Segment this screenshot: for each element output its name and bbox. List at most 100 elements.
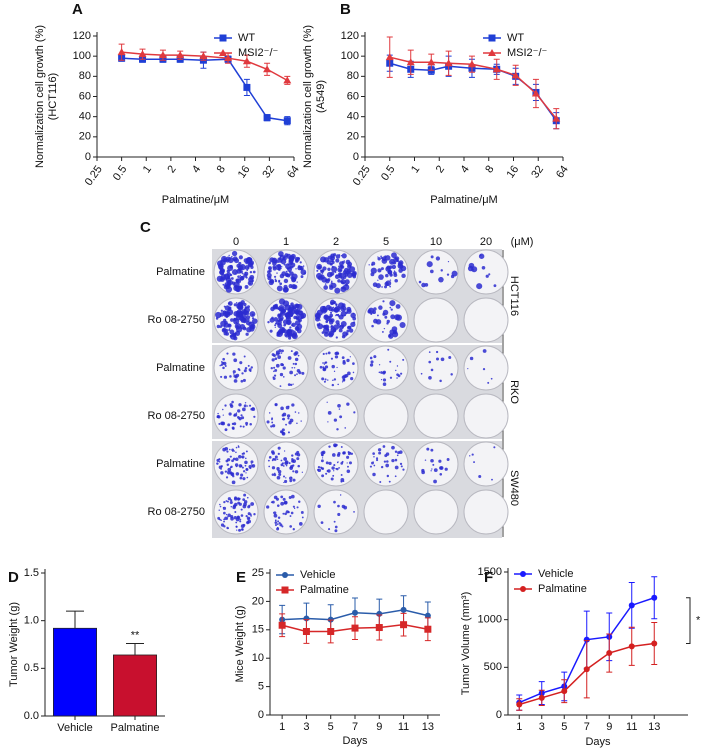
- colony: [249, 422, 252, 426]
- colony: [339, 325, 342, 328]
- colony: [430, 458, 434, 463]
- colony: [346, 469, 351, 474]
- colony: [331, 383, 335, 387]
- colony: [323, 285, 329, 290]
- colony: [246, 327, 252, 333]
- colony: [373, 464, 376, 467]
- colony: [485, 274, 489, 278]
- bar: [113, 654, 158, 717]
- colony: [330, 273, 333, 277]
- colony: [225, 500, 228, 502]
- colony: [241, 416, 245, 420]
- colony: [321, 457, 324, 459]
- y-tick-label: 40: [79, 111, 91, 123]
- colony: [402, 358, 405, 361]
- colony: [279, 273, 285, 279]
- colony: [246, 476, 249, 479]
- colony: [235, 278, 242, 284]
- colony: [282, 366, 286, 370]
- colony: [289, 515, 292, 517]
- colony: [217, 415, 221, 419]
- colony: [341, 253, 347, 259]
- colony: [253, 415, 256, 418]
- colony: [278, 298, 286, 305]
- colony: [237, 409, 241, 413]
- colony: [347, 465, 349, 468]
- colony: [319, 305, 327, 313]
- panel-label: A: [72, 1, 83, 18]
- well: [413, 441, 459, 487]
- x-tick-label: 4: [458, 164, 471, 176]
- colony: [268, 465, 271, 468]
- colony: [321, 269, 325, 273]
- colony: [338, 467, 340, 469]
- colony: [274, 519, 277, 522]
- colony: [395, 314, 402, 321]
- colony: [280, 406, 284, 411]
- y-tick-label: 80: [347, 70, 359, 82]
- colony: [438, 276, 444, 283]
- colony: [238, 455, 242, 459]
- colony: [221, 327, 227, 333]
- colony: [281, 428, 285, 432]
- marker: [375, 624, 383, 632]
- colony: [249, 311, 256, 318]
- colony: [345, 332, 349, 336]
- colony: [333, 443, 337, 448]
- well: [313, 393, 359, 439]
- well: [463, 393, 509, 439]
- colony: [424, 283, 429, 287]
- colony: [280, 352, 283, 354]
- colony: [393, 270, 396, 272]
- colony: [330, 357, 334, 360]
- row-label: Palmatine: [156, 458, 205, 470]
- colony: [285, 510, 289, 514]
- well: [463, 441, 509, 487]
- colony: [433, 468, 438, 473]
- colony: [469, 455, 471, 457]
- colony: [378, 274, 384, 280]
- colony: [300, 275, 304, 279]
- colony: [279, 430, 283, 434]
- colony: [299, 310, 303, 314]
- colony: [235, 412, 238, 414]
- colony: [385, 452, 390, 456]
- colony: [337, 452, 341, 456]
- colony: [274, 322, 277, 325]
- colony: [302, 265, 305, 267]
- y-tick-label: 100: [341, 50, 359, 62]
- colony: [227, 513, 231, 517]
- x-tick-label: 16: [236, 164, 253, 181]
- colony: [240, 414, 243, 417]
- colony: [245, 421, 249, 425]
- colony: [339, 494, 342, 496]
- colony: [317, 468, 322, 473]
- colony: [230, 515, 234, 519]
- colony: [342, 331, 348, 337]
- colony: [277, 446, 281, 450]
- colony: [333, 520, 336, 523]
- colony: [227, 311, 231, 315]
- row-label: Ro 08-2750: [148, 314, 206, 326]
- colony: [300, 420, 302, 422]
- colony: [250, 514, 252, 517]
- cell-line-label: RKO: [508, 380, 520, 404]
- colony: [271, 473, 275, 476]
- colony: [389, 300, 396, 307]
- colony: [296, 457, 300, 461]
- colony: [321, 467, 325, 470]
- colony: [337, 383, 339, 386]
- colony: [383, 327, 386, 330]
- colony: [433, 479, 437, 484]
- y-tick-label: 1.5: [24, 567, 39, 579]
- colony: [215, 317, 219, 320]
- colony: [226, 500, 229, 503]
- x-tick-label: 16: [504, 164, 521, 181]
- colony: [473, 461, 475, 464]
- y-tick-label: 0: [258, 709, 264, 721]
- colony: [346, 455, 350, 459]
- x-axis-label: Days: [585, 736, 611, 748]
- y-tick-label: 120: [73, 30, 91, 42]
- colony: [231, 459, 234, 463]
- colony: [235, 517, 240, 522]
